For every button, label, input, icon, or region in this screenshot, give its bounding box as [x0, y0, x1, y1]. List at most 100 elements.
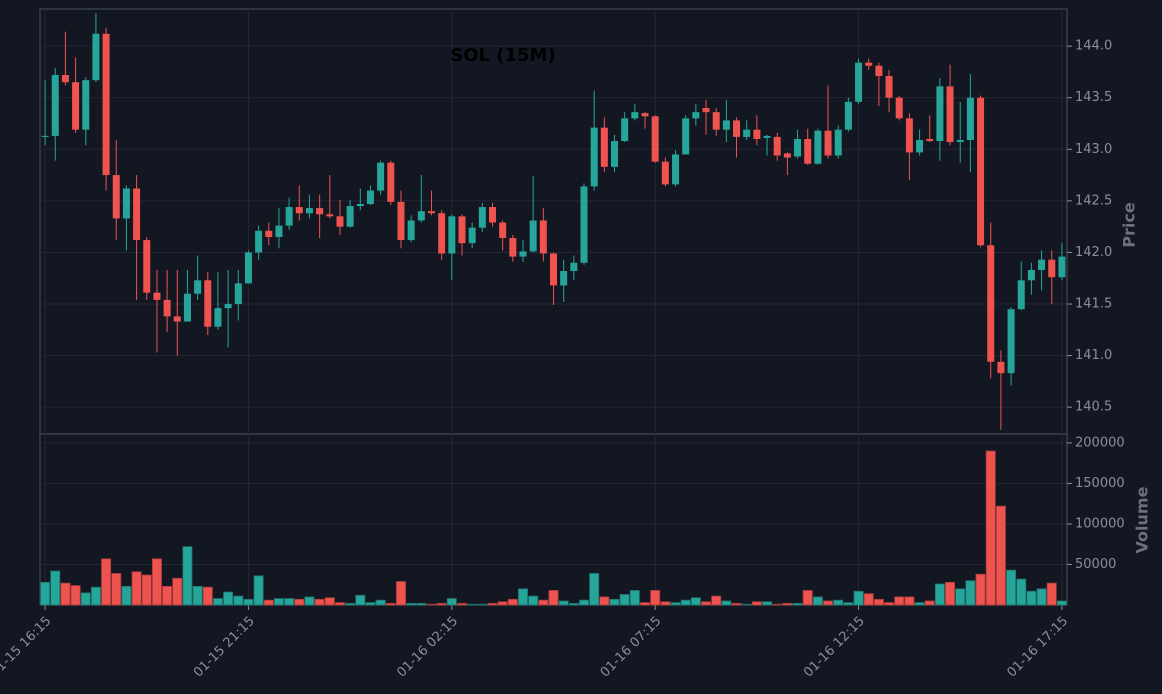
candle-body — [794, 138, 802, 157]
candle-body — [916, 140, 924, 153]
volume-bar — [304, 596, 315, 606]
candle-body — [753, 129, 761, 139]
candle-body — [255, 230, 263, 253]
volume-bar — [50, 570, 61, 606]
volume-bar — [955, 588, 966, 606]
candle-body — [875, 65, 883, 77]
candle-body — [590, 127, 598, 187]
candle-body — [926, 138, 934, 142]
candle-body — [92, 33, 100, 81]
volume-bar — [1046, 582, 1057, 606]
volume-bar — [477, 603, 488, 606]
y-tick-label: 200000 — [1075, 435, 1125, 450]
candle-body — [122, 188, 130, 219]
volume-bar — [873, 598, 884, 606]
candle-body — [51, 75, 59, 136]
volume-bar — [70, 585, 81, 606]
y-tick-label: 144.0 — [1075, 39, 1112, 54]
candle-body — [702, 108, 710, 113]
candle-body — [377, 162, 385, 191]
candle-body — [102, 33, 110, 176]
volume-bar — [995, 505, 1006, 606]
volume-bar — [446, 598, 457, 606]
y-tick-label: 142.0 — [1075, 245, 1112, 260]
candle-body — [397, 201, 405, 241]
volume-bar — [253, 575, 264, 606]
volume-bar — [284, 598, 295, 606]
candle-body — [234, 283, 242, 305]
volume-bar — [782, 602, 793, 606]
volume-bar — [772, 603, 783, 606]
candle-body — [438, 213, 446, 254]
volume-bar — [334, 602, 345, 606]
volume-bar — [141, 574, 152, 606]
candle-body — [346, 206, 354, 227]
candle-body — [173, 316, 181, 322]
volume-bar — [406, 602, 417, 606]
volume-bar — [151, 558, 162, 606]
volume-bar — [711, 595, 722, 606]
candle-body — [275, 225, 283, 237]
candle-body — [956, 140, 964, 143]
candle-body — [692, 112, 700, 119]
y-tick-label: 50000 — [1075, 557, 1116, 572]
volume-panel — [39, 433, 1068, 606]
candle-body — [773, 136, 781, 156]
volume-bar — [558, 600, 569, 606]
y-axis-label: Volume — [1133, 486, 1152, 553]
volume-bar — [914, 602, 925, 606]
candle-body — [448, 216, 456, 254]
candle-body — [41, 135, 49, 137]
volume-bar — [90, 586, 101, 606]
volume-bar — [263, 599, 274, 606]
volume-bar — [660, 601, 671, 606]
candle-body — [905, 118, 913, 153]
candle-body — [1007, 309, 1015, 374]
candle-body — [570, 262, 578, 272]
volume-bar — [538, 599, 549, 606]
candle-body — [82, 80, 90, 130]
candle-body — [936, 86, 944, 142]
volume-bar — [212, 598, 223, 606]
candle-body — [458, 216, 466, 244]
volume-bar — [467, 603, 478, 606]
candle-body — [661, 161, 669, 185]
candle-body — [356, 203, 364, 207]
volume-bar — [324, 597, 335, 606]
candle-body — [631, 112, 639, 119]
volume-bar — [395, 581, 406, 606]
candle-body — [672, 154, 680, 185]
volume-bar — [670, 602, 681, 606]
volume-bar — [812, 596, 823, 606]
candle-body — [407, 220, 415, 241]
volume-bar — [741, 603, 752, 606]
y-tick-label: 143.0 — [1075, 142, 1112, 157]
volume-bar — [355, 594, 366, 606]
candle-body — [966, 97, 974, 141]
candle-body — [600, 127, 608, 167]
candle-body — [1048, 259, 1056, 278]
volume-bar — [80, 592, 91, 606]
volume-bar — [945, 581, 956, 606]
volume-bar — [853, 590, 864, 606]
candle-body — [621, 118, 629, 142]
volume-bar — [731, 602, 742, 606]
volume-bar — [60, 582, 71, 606]
candle-body — [1038, 259, 1046, 270]
y-tick-label: 141.0 — [1075, 348, 1112, 363]
candle-body — [783, 153, 791, 158]
volume-bar — [172, 577, 183, 606]
y-axis-label: Price — [1120, 202, 1139, 248]
candle-body — [336, 216, 344, 227]
volume-bar — [1006, 569, 1017, 606]
volume-bar — [456, 602, 467, 606]
candle-body — [722, 120, 730, 130]
candle-body — [1027, 269, 1035, 281]
candle-body — [814, 130, 822, 164]
volume-bar — [650, 590, 661, 606]
volume-bar — [182, 546, 193, 606]
volume-bar — [579, 599, 590, 606]
volume-bar — [680, 599, 691, 606]
candle-body — [468, 227, 476, 244]
